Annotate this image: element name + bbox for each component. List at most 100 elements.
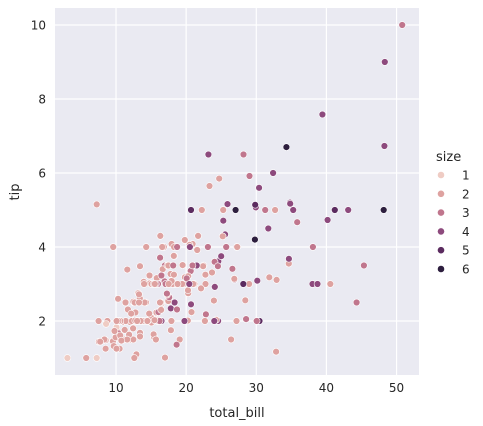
data-point	[135, 298, 143, 307]
data-point	[210, 317, 219, 325]
data-point	[82, 354, 90, 362]
x-tick-labels: 10 20 30 40 50	[108, 381, 404, 395]
data-point	[242, 315, 250, 323]
legend-marker	[437, 189, 445, 198]
data-point	[96, 338, 104, 346]
data-point	[158, 243, 166, 251]
data-point	[381, 58, 389, 66]
data-point	[181, 236, 189, 244]
data-point	[318, 110, 327, 119]
y-tick-label: 10	[31, 19, 46, 33]
data-point	[286, 200, 294, 208]
data-point	[202, 310, 210, 318]
data-point	[187, 206, 195, 214]
legend-marker	[437, 171, 445, 179]
data-point	[199, 262, 207, 270]
data-point	[185, 280, 194, 288]
data-point	[313, 280, 322, 288]
data-point	[145, 271, 154, 280]
data-point	[173, 243, 181, 251]
data-point	[205, 182, 214, 190]
data-point	[121, 298, 130, 307]
data-point	[140, 280, 148, 288]
data-point	[135, 290, 143, 298]
data-point	[228, 265, 237, 273]
data-point	[161, 353, 169, 362]
legend: size 1 2 3 4 5 6	[436, 150, 470, 277]
y-tick-labels: 2 4 6 8 10	[31, 19, 46, 329]
data-point	[331, 206, 339, 214]
data-point	[92, 354, 101, 362]
data-point	[219, 232, 227, 241]
data-point	[173, 280, 182, 288]
data-point	[285, 255, 293, 263]
data-point	[102, 320, 110, 328]
legend-label: 5	[462, 244, 470, 258]
data-point	[261, 206, 269, 214]
data-point	[227, 335, 235, 344]
data-point	[136, 262, 144, 270]
data-point	[156, 298, 164, 307]
x-tick-label: 20	[179, 381, 194, 395]
data-point	[123, 265, 132, 274]
data-point	[251, 201, 259, 209]
data-point	[193, 246, 201, 254]
data-point	[186, 243, 194, 251]
data-point	[197, 284, 205, 293]
data-point	[110, 327, 119, 335]
data-point	[101, 345, 110, 353]
data-point	[145, 309, 153, 318]
x-tick-label: 10	[108, 381, 123, 395]
data-point	[184, 286, 192, 294]
data-point	[232, 317, 241, 325]
data-point	[204, 150, 213, 159]
data-point	[309, 243, 317, 251]
y-tick-label: 4	[38, 240, 46, 254]
data-point	[152, 335, 160, 344]
data-point	[253, 277, 261, 285]
data-point	[142, 243, 150, 251]
data-point	[180, 317, 189, 325]
data-point	[265, 273, 273, 281]
data-point	[344, 206, 352, 214]
data-point	[187, 300, 195, 308]
data-point	[201, 280, 210, 288]
data-point	[109, 243, 117, 251]
data-point	[92, 200, 101, 209]
data-point	[245, 172, 254, 180]
scatter-points	[63, 21, 406, 362]
data-point	[380, 142, 389, 150]
data-point	[127, 309, 135, 318]
legend-label: 4	[462, 225, 470, 239]
data-point	[194, 232, 202, 240]
data-point	[239, 150, 248, 159]
y-tick-label: 2	[38, 314, 46, 328]
data-point	[204, 243, 212, 251]
legend-label: 2	[462, 187, 470, 201]
data-point	[251, 235, 259, 244]
data-point	[136, 332, 144, 341]
data-point	[380, 206, 388, 214]
data-point	[157, 271, 166, 280]
data-point	[360, 261, 368, 270]
data-point	[233, 243, 241, 251]
x-tick-label: 40	[319, 381, 334, 395]
data-point	[112, 345, 121, 353]
data-point	[151, 280, 159, 288]
data-point	[223, 200, 232, 208]
data-point	[271, 206, 279, 214]
data-point	[156, 254, 164, 262]
data-point	[210, 296, 218, 305]
data-point	[129, 324, 137, 333]
data-point	[130, 354, 139, 362]
data-point	[201, 317, 209, 325]
legend-title: size	[436, 150, 461, 165]
data-point	[172, 341, 181, 349]
legend-entries: 1 2 3 4 5 6	[437, 169, 470, 277]
data-point	[326, 280, 334, 288]
y-tick-label: 8	[38, 93, 46, 107]
data-point	[117, 336, 126, 345]
data-point	[269, 169, 277, 177]
legend-marker	[437, 246, 445, 255]
